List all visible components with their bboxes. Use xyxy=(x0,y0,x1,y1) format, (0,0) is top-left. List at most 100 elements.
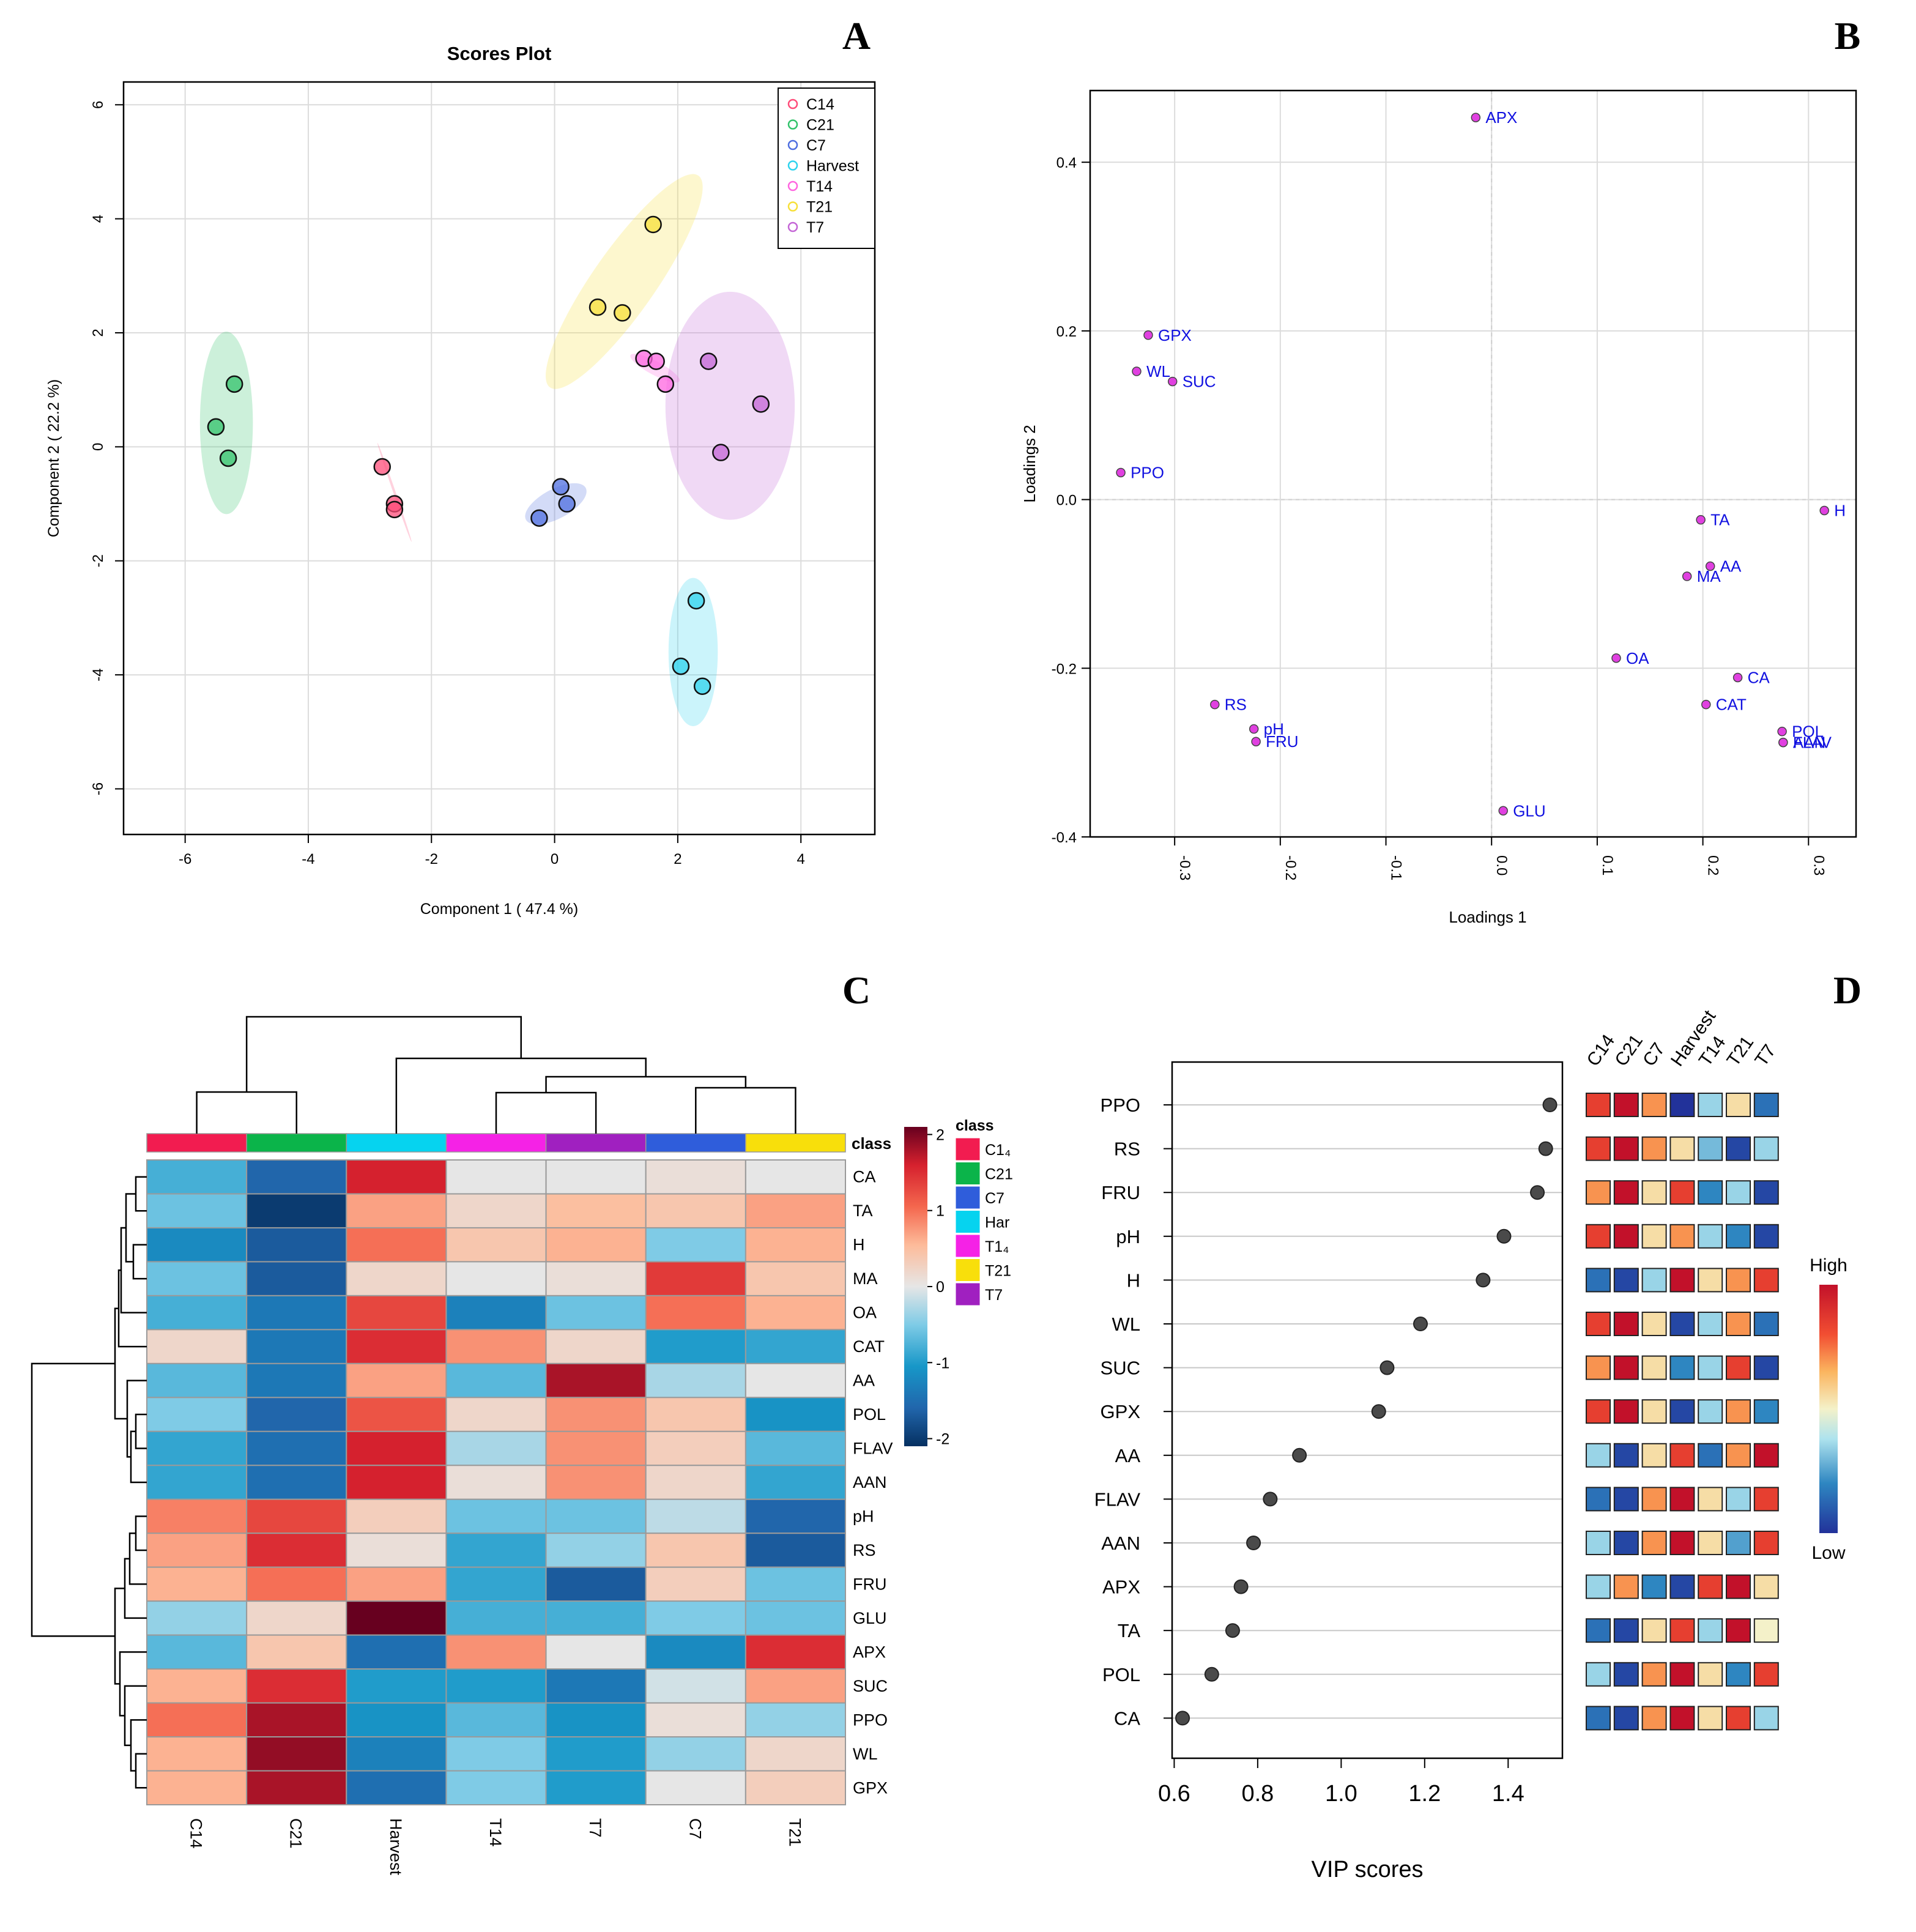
heatmap-cell xyxy=(744,1227,847,1263)
x-tick-label: -6 xyxy=(179,851,191,868)
heatmap-cell xyxy=(246,1397,347,1432)
class-bar-cell-t7 xyxy=(545,1133,647,1153)
class-bar-cell-t14 xyxy=(445,1133,547,1153)
heatmap-cell xyxy=(346,1465,447,1500)
column-label-harvest: Harvest xyxy=(387,1818,405,1876)
y-tick-label: -2 xyxy=(90,554,106,567)
vip-point-ca xyxy=(1175,1711,1190,1726)
heatmap-cell xyxy=(146,1193,248,1228)
loading-label-fru: FRU xyxy=(1266,732,1298,751)
loading-label-rs: RS xyxy=(1225,696,1247,714)
score-point-t7 xyxy=(752,395,770,413)
confidence-ellipse-t21 xyxy=(546,174,703,389)
row-dendrogram-link xyxy=(125,1193,136,1263)
group-level-cell xyxy=(1586,1706,1611,1731)
panel-letter-d: D xyxy=(1833,968,1862,1012)
class-legend-label-c7: C7 xyxy=(985,1190,1004,1207)
heatmap-cell xyxy=(246,1566,347,1602)
y-tick-label: 2 xyxy=(90,329,106,336)
group-level-cell xyxy=(1698,1706,1723,1731)
group-level-cell xyxy=(1641,1574,1667,1599)
row-dendrogram-link xyxy=(135,1753,147,1789)
loading-point-rs xyxy=(1210,699,1220,710)
loading-label-ta: TA xyxy=(1710,511,1730,529)
panel-a-scores-plot: -6 -4 -2 0 2 4 -6 -4 -2 0 2 4 6 Scores Plot Component … xyxy=(45,43,876,918)
heatmap-cell xyxy=(346,1770,447,1806)
class-legend: class C1₄ C21 C7 Har T1₄ T21 T7 xyxy=(955,1117,1013,1306)
heatmap-cell xyxy=(246,1498,347,1534)
vip-row-label-ppo: PPO xyxy=(1101,1094,1140,1116)
heatmap-cell xyxy=(744,1329,847,1364)
x-tick-label: 0.0 xyxy=(1493,855,1510,875)
x-tick-label: -2 xyxy=(425,851,438,868)
loading-point-ta xyxy=(1696,515,1706,525)
heatmap-cell xyxy=(146,1227,248,1263)
score-point-c7 xyxy=(530,509,548,527)
group-level-cell xyxy=(1613,1706,1639,1731)
legend-label-t21: T21 xyxy=(806,199,833,216)
group-level-cell xyxy=(1613,1487,1639,1512)
heatmap-cell xyxy=(246,1295,347,1331)
heatmap-cell xyxy=(744,1634,847,1670)
loading-point-oa xyxy=(1611,653,1621,663)
heatmap-cell xyxy=(645,1533,746,1568)
class-legend-label-c14: C1₄ xyxy=(985,1142,1011,1159)
y-tick-label: 6 xyxy=(90,101,106,109)
y-tick-label: -6 xyxy=(90,782,106,795)
group-level-cell xyxy=(1613,1662,1639,1687)
row-label-aa: AA xyxy=(853,1372,875,1390)
heatmap-cell xyxy=(545,1465,647,1500)
group-level-cell xyxy=(1669,1312,1695,1336)
heatmap-cell xyxy=(346,1533,447,1568)
heatmap-cell xyxy=(744,1397,847,1432)
row-dendrogram-link xyxy=(31,1362,115,1637)
legend-marker-c14 xyxy=(787,98,798,110)
group-level-cell xyxy=(1669,1093,1695,1117)
heatmap-cell xyxy=(246,1159,347,1195)
confidence-ellipse-t7 xyxy=(665,291,795,520)
class-bar-label: class xyxy=(852,1134,891,1153)
heatmap-cell xyxy=(645,1362,746,1399)
score-point-t21 xyxy=(589,298,607,316)
loading-label-ph: pH xyxy=(1264,720,1284,738)
heatmap-cell xyxy=(744,1465,847,1500)
heatmap-cell xyxy=(645,1770,746,1806)
colorbar-tick-label: -2 xyxy=(936,1431,949,1448)
group-level-cell xyxy=(1698,1136,1723,1161)
group-level-cell xyxy=(1669,1487,1695,1512)
class-legend-label-t21: T21 xyxy=(985,1263,1011,1280)
vip-row-label-ph: pH xyxy=(1116,1226,1140,1247)
group-level-cell xyxy=(1586,1443,1611,1468)
column-label-c7: C7 xyxy=(686,1818,704,1840)
group-level-cell xyxy=(1698,1355,1723,1380)
group-level-cell xyxy=(1586,1312,1611,1336)
group-header-c14: C14 xyxy=(1583,1031,1619,1070)
heatmap-cell xyxy=(545,1362,647,1399)
loading-point-apx xyxy=(1471,113,1481,122)
group-level-cell xyxy=(1669,1399,1695,1424)
heatmap-cell xyxy=(645,1465,746,1500)
column-label-t21: T21 xyxy=(785,1818,804,1847)
loading-label-h: H xyxy=(1834,502,1846,520)
vip-row-label-h: H xyxy=(1127,1269,1140,1291)
group-level-cell xyxy=(1726,1312,1751,1336)
row-label-glu: GLU xyxy=(853,1609,887,1627)
class-legend-swatch-c21 xyxy=(955,1162,981,1185)
vip-point-apx xyxy=(1233,1579,1249,1594)
vip-row-label-gpx: GPX xyxy=(1101,1401,1141,1422)
heatmap-cell xyxy=(545,1227,647,1263)
score-point-t7 xyxy=(699,352,718,370)
loading-point-flav xyxy=(1778,737,1788,748)
class-bar-cell-c21 xyxy=(246,1133,347,1153)
heatmap-cell xyxy=(445,1668,547,1704)
vip-row-label-apx: APX xyxy=(1102,1577,1140,1598)
column-dendrogram xyxy=(196,1016,796,1134)
vip-point-ta xyxy=(1225,1623,1240,1638)
score-point-t14 xyxy=(656,375,675,393)
x-tick-label: -0.2 xyxy=(1282,855,1299,880)
group-level-cell xyxy=(1669,1355,1695,1380)
row-dendrogram-link xyxy=(117,1269,147,1348)
class-legend-swatch-t21 xyxy=(955,1258,981,1282)
heatmap-cell xyxy=(645,1295,746,1331)
group-level-cell xyxy=(1613,1136,1639,1161)
